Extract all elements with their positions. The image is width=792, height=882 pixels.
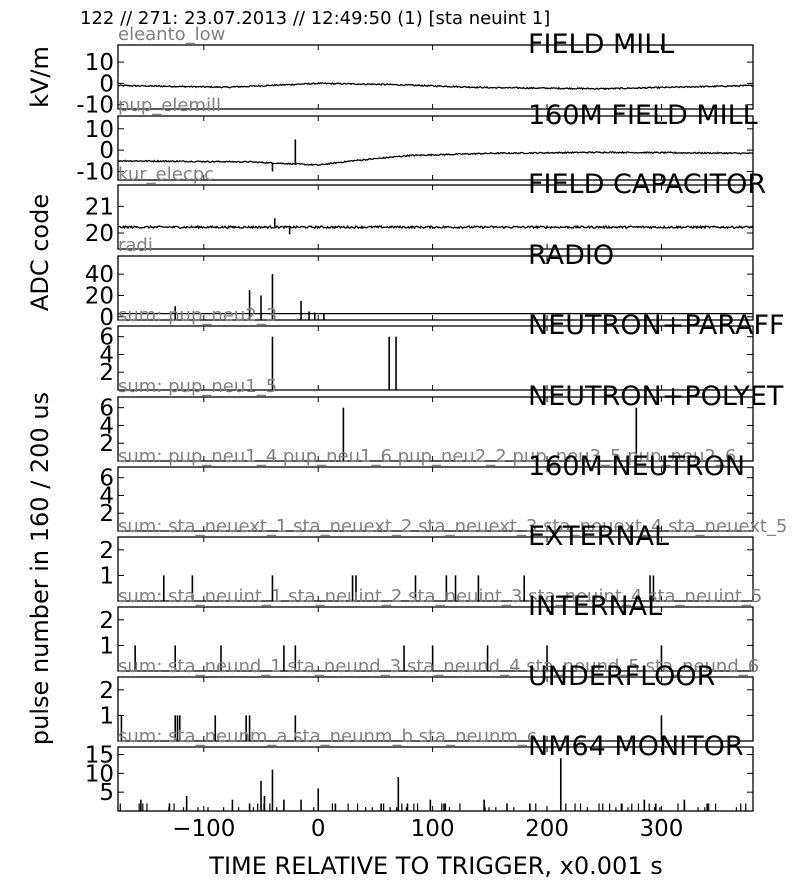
panel-frame xyxy=(117,115,754,181)
x-tick-label: 100 xyxy=(411,816,455,842)
y-axis-label: pulse number in 160 / 200 us xyxy=(26,392,54,745)
y-tick-label: 20 xyxy=(85,221,114,247)
y-tick-label: 5 xyxy=(99,780,114,806)
series-line xyxy=(117,224,754,230)
source-label: sum: sta_neuext_1 sta_neuext_2 sta_neuex… xyxy=(118,516,787,537)
source-label: sum: sta_neund_1 sta_neund_3 sta_neund_4… xyxy=(118,656,759,677)
panel-7: 21 sum: sta_neuext_1 sta_neuext_2 sta_neu… xyxy=(99,516,787,602)
panel-title: NEUTRON+POLYET xyxy=(528,381,784,412)
y-tick-label: 0 xyxy=(99,305,114,331)
y-tick-label: 2 xyxy=(99,538,114,564)
source-label: sum: pup_neu1_4 pup_neu1_6 pup_neu2_2 pu… xyxy=(118,446,736,467)
panel-title: NM64 MONITOR xyxy=(528,731,744,762)
y-tick-label: 10 xyxy=(85,761,114,787)
y-tick-label: 10 xyxy=(85,50,114,76)
series-line xyxy=(117,82,753,91)
y-tick-label: 4 xyxy=(99,342,114,368)
panel-5: 642 sum: pup_neu1_5 NEUTRON+POLYET xyxy=(99,376,784,462)
x-tick-label: −100 xyxy=(172,816,235,842)
panel-frame xyxy=(117,536,754,602)
panel-4: 642 sum: pup_neu2_3 NEUTRON+PARAFF xyxy=(99,305,785,391)
y-tick-label: 21 xyxy=(85,194,114,220)
y-tick-label: 4 xyxy=(99,413,114,439)
y-tick-label: 6 xyxy=(99,466,114,492)
series-line xyxy=(118,150,754,167)
panel-8: 21 sum: sta_neuint_1 sta_neuint_2 sta_neu… xyxy=(99,586,762,672)
panel-frame xyxy=(117,255,754,321)
panel-frame xyxy=(117,606,754,672)
panel-frame xyxy=(117,325,754,391)
y-tick-label: 1 xyxy=(99,703,114,729)
x-axis: −100 0 100 200 300 xyxy=(172,816,683,842)
y-tick-label: -10 xyxy=(76,93,114,119)
source-label: kur_elecpc xyxy=(118,164,214,185)
y-tick-label: 2 xyxy=(99,678,114,704)
y-tick-label: 1 xyxy=(99,633,114,659)
source-label: radi xyxy=(118,235,153,256)
panel-title: RADIO xyxy=(528,240,614,271)
y-tick-label: 0 xyxy=(99,138,114,164)
panel-title: UNDERFLOOR xyxy=(528,661,715,692)
y-tick-label: 2 xyxy=(99,501,114,527)
source-label: sum: sta_neunm_a sta_neunm_b sta_neunm_c xyxy=(118,726,537,747)
y-tick-label: 40 xyxy=(85,262,114,288)
panel-title: EXTERNAL xyxy=(528,521,669,552)
y-axis-label: ADC code xyxy=(26,194,54,311)
panel-frame xyxy=(117,44,754,110)
panel-title: 160M NEUTRON xyxy=(528,451,745,482)
y-tick-label: 2 xyxy=(99,431,114,457)
y-tick-label: 2 xyxy=(99,360,114,386)
panel-frame xyxy=(117,746,754,812)
panel-frame xyxy=(117,396,754,462)
header-text: 122 // 271: 23.07.2013 // 12:49:50 (1) [… xyxy=(80,8,550,29)
y-tick-label: 15 xyxy=(85,743,114,769)
y-tick-label: 4 xyxy=(99,483,114,509)
panel-title: INTERNAL xyxy=(528,591,662,622)
y-axis-labels: kV/m ADC code pulse number in 160 / 200 us xyxy=(26,46,54,745)
x-tick-label: 300 xyxy=(640,816,684,842)
source-label: eleanto_low xyxy=(118,24,225,45)
panel-title: 160M FIELD MILL xyxy=(528,100,758,131)
x-tick-label: 200 xyxy=(525,816,569,842)
y-tick-label: -10 xyxy=(76,159,114,185)
y-tick-label: 1 xyxy=(99,563,114,589)
y-tick-label: 6 xyxy=(99,396,114,422)
panel-title: FIELD CAPACITOR xyxy=(528,169,766,200)
x-axis-label: TIME RELATIVE TO TRIGGER, x0.001 s xyxy=(208,852,662,880)
panel-frame xyxy=(117,184,754,250)
y-tick-label: 20 xyxy=(85,283,114,309)
source-label: pup_elemill xyxy=(118,95,221,116)
source-label: sum: pup_neu2_3 xyxy=(118,305,277,326)
y-tick-label: 10 xyxy=(85,117,114,143)
panel-title: FIELD MILL xyxy=(528,29,674,60)
y-tick-label: 2 xyxy=(99,608,114,634)
y-tick-label: 0 xyxy=(99,71,114,97)
y-axis-label: kV/m xyxy=(26,46,54,108)
panel-frame xyxy=(117,676,754,742)
x-tick-label: 0 xyxy=(311,816,326,842)
panel-6: 642 sum: pup_neu1_4 pup_neu1_6 pup_neu2_2… xyxy=(99,446,754,532)
panel-frame xyxy=(117,466,754,532)
source-label: sum: pup_neu1_5 xyxy=(118,376,277,397)
panel-9: 21 sum: sta_neund_1 sta_neund_3 sta_neund… xyxy=(99,656,759,742)
y-tick-label: 6 xyxy=(99,325,114,351)
source-label: sum: sta_neuint_1 sta_neuint_2 sta_neuin… xyxy=(118,586,762,607)
panel-0: 100-10 eleanto_low FIELD MILL xyxy=(76,24,754,119)
panel-title: NEUTRON+PARAFF xyxy=(528,310,785,341)
